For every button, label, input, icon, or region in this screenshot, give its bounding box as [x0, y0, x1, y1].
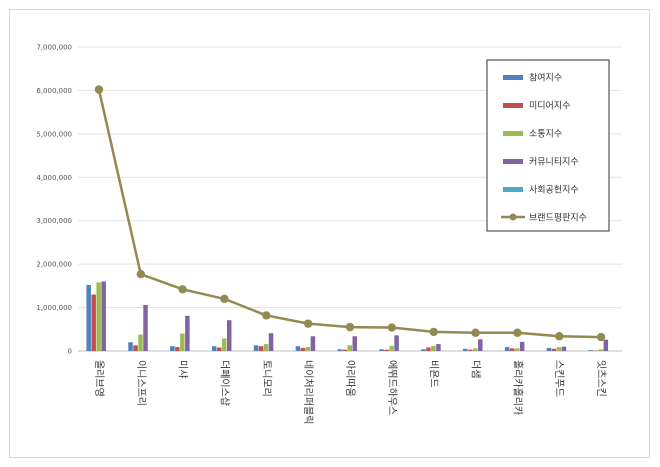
bar: [253, 345, 259, 351]
category-label: 네이처리퍼블릭: [302, 360, 314, 424]
bar: [337, 349, 342, 351]
bar: [421, 349, 426, 351]
legend-swatch: [503, 187, 523, 192]
bar: [263, 344, 269, 351]
bar: [128, 342, 133, 351]
bar: [556, 347, 562, 351]
bar: [216, 347, 222, 351]
line-marker: [262, 311, 271, 320]
line-marker: [345, 322, 355, 332]
legend-box: [486, 59, 610, 232]
category-label: 비욘드: [428, 360, 440, 388]
bar: [546, 347, 552, 351]
bar: [300, 347, 306, 351]
bar: [295, 346, 301, 351]
bar: [478, 339, 483, 351]
category-label: 토니모리: [260, 360, 272, 397]
bar: [389, 345, 394, 351]
line-marker: [513, 328, 522, 337]
legend-swatch: [503, 159, 523, 164]
bar: [519, 341, 525, 351]
bar: [258, 346, 264, 351]
bar: [504, 347, 510, 351]
bar: [473, 348, 478, 351]
bar: [310, 336, 316, 351]
bar: [96, 282, 101, 351]
line-marker: [387, 323, 397, 332]
bar: [268, 333, 274, 351]
line-marker: [429, 327, 438, 337]
legend-label: 사회공헌지수: [529, 185, 579, 196]
bar: [394, 335, 399, 351]
bar: [180, 333, 185, 351]
legend-label: 미디어지수: [529, 101, 570, 112]
legend-label: 브랜드평판지수: [529, 213, 587, 224]
legend-marker: [509, 213, 517, 221]
line-marker: [555, 332, 564, 341]
legend-label: 참여지수: [529, 72, 562, 84]
bar: [379, 349, 384, 351]
category-label: 스킨푸드: [553, 360, 565, 397]
category-label: 더샘: [470, 360, 482, 378]
bar: [175, 347, 180, 351]
y-tick-label: 6,000,000: [36, 87, 72, 95]
category-label: 홀리카홀리카: [511, 360, 524, 415]
line-marker: [303, 319, 313, 328]
y-tick-label: 1,000,000: [36, 304, 72, 312]
bar: [347, 345, 352, 351]
category-label: 아리따움: [344, 360, 356, 397]
bar: [133, 345, 138, 351]
bar: [226, 320, 232, 351]
y-tick-label: 3,000,000: [36, 217, 72, 225]
line-marker: [178, 285, 187, 294]
bar: [463, 348, 468, 351]
bar: [86, 284, 91, 351]
bar: [598, 349, 604, 351]
legend-swatch: [503, 103, 523, 108]
line-marker: [220, 294, 229, 304]
line-marker: [94, 85, 104, 94]
bar: [221, 338, 227, 351]
bar: [603, 339, 609, 351]
bar: [170, 346, 175, 351]
y-tick-label: 4,000,000: [36, 174, 72, 182]
bar: [211, 346, 217, 351]
bar: [588, 350, 594, 351]
bar: [101, 281, 106, 351]
line-marker: [471, 328, 480, 337]
category-label: 에뛰드하우스: [386, 360, 399, 415]
bar: [436, 344, 441, 351]
bar: [509, 348, 515, 351]
y-tick-label: 7,000,000: [36, 44, 72, 52]
bar: [431, 345, 436, 351]
legend-swatch: [503, 75, 523, 80]
y-tick-label: 5,000,000: [36, 130, 72, 138]
bar: [305, 347, 311, 351]
line-marker: [136, 269, 145, 279]
bar: [426, 347, 431, 351]
bar: [384, 349, 389, 351]
bar: [561, 346, 567, 351]
bar: [91, 294, 96, 351]
bar: [185, 315, 190, 351]
bar: [551, 348, 557, 351]
legend-label: 커뮤니티지수: [529, 157, 579, 168]
bar: [514, 348, 520, 351]
category-label: 더페이스샵: [218, 360, 230, 406]
legend-swatch: [503, 131, 523, 136]
category-label: 미샤: [177, 360, 189, 378]
bar: [342, 349, 347, 351]
category-label: 잇츠스킨: [595, 360, 607, 397]
bar: [352, 336, 357, 351]
legend-label: 소통지수: [529, 129, 562, 140]
bar: [468, 349, 473, 351]
bar: [143, 304, 148, 351]
category-label: 올리브영: [93, 360, 105, 397]
y-tick-label: 2,000,000: [36, 261, 72, 269]
y-tick-label: 0: [68, 348, 72, 356]
category-label: 이니스프리: [135, 360, 147, 406]
line-marker: [596, 332, 606, 342]
bar: [138, 334, 143, 351]
